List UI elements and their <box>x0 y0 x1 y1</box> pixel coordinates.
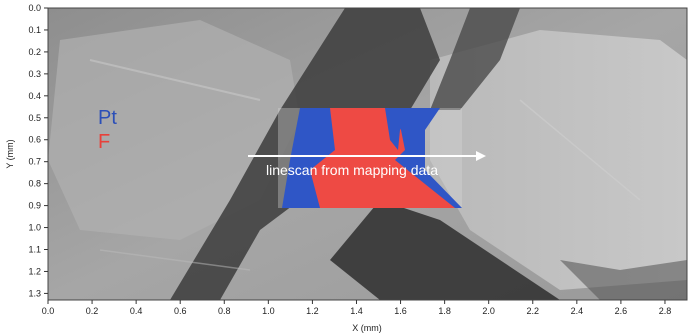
plot-frame <box>47 7 688 301</box>
y-tick-label: 0.6 <box>28 135 41 145</box>
x-tick-label: 2.0 <box>482 306 495 316</box>
y-tick-label: 1.0 <box>28 223 41 233</box>
y-tick-label: 0.9 <box>28 201 41 211</box>
x-tick-label: 0.4 <box>130 306 143 316</box>
x-axis: 0.0 0.2 0.4 0.6 0.8 1.0 1.2 1.4 1.6 1.8 2.0 2.2 2.4 2… <box>42 300 671 316</box>
micrograph-image <box>48 8 687 300</box>
x-tick-label: 0.8 <box>218 306 231 316</box>
linescan-label: linescan from mapping data <box>266 162 438 178</box>
x-tick-label: 0.6 <box>174 306 187 316</box>
y-tick-label: 1.2 <box>28 266 41 276</box>
y-tick-label: 0.5 <box>28 113 41 123</box>
pt-blue-inner <box>385 108 415 150</box>
x-tick-label: 1.6 <box>394 306 407 316</box>
legend-f: F <box>98 131 110 153</box>
x-tick-label: 1.2 <box>306 306 319 316</box>
y-tick-label: 0.4 <box>28 91 41 101</box>
arrow-head-icon <box>476 151 486 161</box>
y-tick-label: 1.1 <box>28 245 41 255</box>
y-tick-label: 0.8 <box>28 179 41 189</box>
x-tick-label: 0.0 <box>42 306 55 316</box>
x-axis-label: X (mm) <box>352 323 382 333</box>
x-tick-label: 2.2 <box>527 306 540 316</box>
y-tick-label: 0.7 <box>28 157 41 167</box>
legend-pt: Pt <box>98 107 117 129</box>
x-tick-label: 1.8 <box>438 306 451 316</box>
linescan-arrow <box>248 151 486 161</box>
x-tick-label: 0.2 <box>86 306 99 316</box>
elemental-map-overlay <box>278 108 462 208</box>
y-axis-label: Y (mm) <box>5 139 15 168</box>
x-tick-label: 2.4 <box>571 306 584 316</box>
y-tick-label: 0.2 <box>28 47 41 57</box>
y-tick-label: 0.0 <box>28 3 41 13</box>
y-tick-label: 0.1 <box>28 25 41 35</box>
x-tick-label: 1.4 <box>350 306 363 316</box>
x-tick-label: 2.6 <box>615 306 628 316</box>
y-tick-label: 1.3 <box>28 288 41 298</box>
x-tick-label: 2.8 <box>659 306 672 316</box>
y-tick-label: 0.3 <box>28 69 41 79</box>
y-axis: 0.0 0.1 0.2 0.3 0.4 0.5 0.6 0.7 0.8 0.9 1.0 1.1 1.2 1… <box>28 3 48 298</box>
x-tick-label: 1.0 <box>262 306 275 316</box>
f-red-region <box>310 108 455 208</box>
